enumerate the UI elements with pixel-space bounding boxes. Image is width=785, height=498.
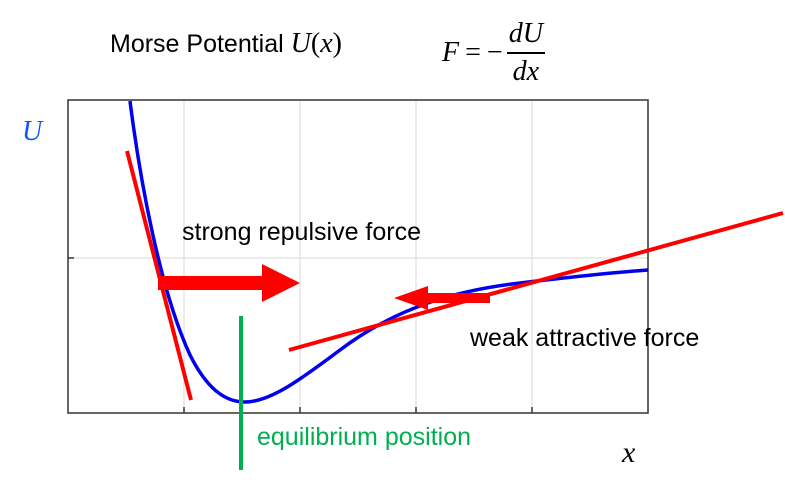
grid: [68, 100, 648, 413]
ticks: [68, 257, 533, 413]
plot-frame: [67, 99, 649, 414]
title-variable: x: [320, 28, 333, 59]
y-axis-label: U: [22, 116, 43, 147]
attractive-force-label: weak attractive force: [470, 324, 700, 352]
repulsive-force-label: strong repulsive force: [182, 218, 422, 246]
formula-equals: =: [465, 37, 481, 68]
x-axis-label: x: [622, 436, 636, 469]
attractive-tangent-line: [288, 211, 784, 352]
chart-title: Morse Potential U(x): [110, 28, 342, 60]
title-function: U: [290, 28, 311, 59]
title-text: Morse Potential: [110, 30, 284, 58]
repulsive-tangent-line: [125, 150, 193, 401]
attractive-force-arrow: [394, 286, 490, 310]
formula-fraction: dU dx: [506, 18, 545, 88]
title-paren-open: (: [310, 28, 321, 59]
formula-minus: −: [486, 37, 503, 68]
equilibrium-label: equilibrium position: [257, 423, 472, 451]
repulsive-force-arrow: [158, 264, 300, 302]
formula-denominator: dx: [512, 56, 540, 87]
morse-curve: [128, 100, 649, 404]
force-formula: F = − dU dx: [442, 8, 545, 98]
formula-lhs: F: [442, 37, 460, 68]
title-paren-close: ): [332, 28, 342, 59]
formula-numerator: dU: [506, 18, 545, 54]
